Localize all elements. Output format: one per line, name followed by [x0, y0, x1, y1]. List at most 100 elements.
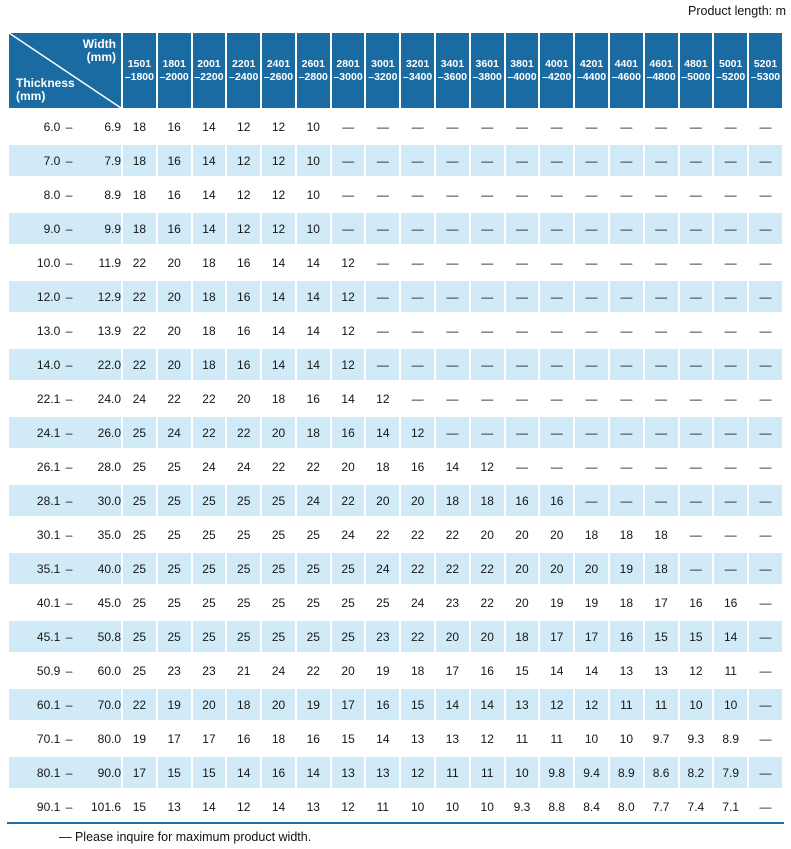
product-length-value-cell: 19: [296, 689, 330, 720]
inquire-dash-cell: —: [714, 145, 748, 176]
product-length-value-cell: 23: [157, 655, 191, 686]
width-range-column-header: 4401 –4600: [609, 33, 643, 108]
inquire-dash-cell: —: [609, 451, 643, 482]
product-length-value-cell: 24: [123, 383, 156, 414]
product-length-value-cell: 25: [123, 417, 156, 448]
product-length-value-cell: 16: [157, 145, 191, 176]
inquire-dash-cell: —: [679, 383, 713, 414]
product-length-value-cell: 16: [714, 587, 748, 618]
inquire-dash-cell: —: [714, 519, 748, 550]
product-length-value-cell: 16: [540, 485, 574, 516]
inquire-dash-cell: —: [401, 281, 435, 312]
thickness-range-row-label: 60.1–70.0: [9, 689, 121, 720]
table-head-row: Width (mm) Thickness (mm) 1501 –1800 1801–…: [9, 33, 782, 108]
product-length-value-cell: 25: [296, 587, 330, 618]
product-length-value-cell: 18: [366, 451, 400, 482]
product-length-value-cell: 7.7: [644, 791, 678, 822]
inquire-dash-cell: —: [470, 213, 504, 244]
inquire-dash-cell: —: [609, 349, 643, 380]
diagonal-divider-line: [9, 33, 121, 108]
product-length-value-cell: 14: [436, 451, 469, 482]
table-row: 60.1–70.0 22 19 20 18 20 19 17 16 15 14 14 13 12 12 11 1…: [9, 689, 782, 720]
product-length-value-cell: 25: [192, 553, 226, 584]
product-length-value-cell: 14: [262, 247, 295, 278]
inquire-dash-cell: —: [540, 349, 574, 380]
product-length-value-cell: 25: [227, 485, 261, 516]
table-row: 22.1–24.0 24 22 22 20 18 16 14 12— — — — — — — — — — —: [9, 383, 782, 414]
thickness-range-row-label: 24.1–26.0: [9, 417, 121, 448]
product-length-value-cell: 25: [366, 587, 400, 618]
inquire-dash-cell: —: [714, 179, 748, 210]
product-length-value-cell: 10: [714, 689, 748, 720]
table-row: 6.0–6.9 18 16 14 12 12 10— — — — — — — — — — — — —: [9, 111, 782, 142]
product-length-value-cell: 12: [262, 179, 295, 210]
product-length-value-cell: 20: [331, 655, 365, 686]
table-row: 8.0–8.9 18 16 14 12 12 10— — — — — — — — — — — — —: [9, 179, 782, 210]
inquire-dash-cell: —: [366, 111, 400, 142]
inquire-dash-cell: —: [436, 213, 469, 244]
inquire-dash-cell: —: [749, 757, 782, 788]
product-length-value-cell: 15: [157, 757, 191, 788]
product-length-value-cell: 14: [296, 281, 330, 312]
inquire-dash-cell: —: [470, 247, 504, 278]
product-length-value-cell: 22: [262, 451, 295, 482]
product-length-value-cell: 8.4: [575, 791, 608, 822]
product-length-value-cell: 20: [470, 621, 504, 652]
product-length-value-cell: 25: [123, 655, 156, 686]
table-row: 26.1–28.0 25 25 24 24 22 22 20 18 16 14 12— — — — — — — —: [9, 451, 782, 482]
product-length-value-cell: 20: [157, 349, 191, 380]
product-length-value-cell: 25: [331, 587, 365, 618]
inquire-dash-cell: —: [644, 281, 678, 312]
inquire-dash-cell: —: [749, 213, 782, 244]
inquire-dash-cell: —: [575, 111, 608, 142]
product-length-value-cell: 25: [331, 553, 365, 584]
product-length-value-cell: 23: [436, 587, 469, 618]
inquire-dash-cell: —: [540, 383, 574, 414]
inquire-dash-cell: —: [609, 383, 643, 414]
inquire-dash-cell: —: [505, 349, 539, 380]
inquire-dash-cell: —: [401, 111, 435, 142]
inquire-dash-cell: —: [609, 179, 643, 210]
product-length-value-cell: 8.8: [540, 791, 574, 822]
inquire-dash-cell: —: [575, 451, 608, 482]
product-length-value-cell: 25: [227, 553, 261, 584]
width-range-column-header: 3001 –3200: [366, 33, 400, 108]
product-length-value-cell: 20: [436, 621, 469, 652]
product-length-value-cell: 10: [296, 179, 330, 210]
product-length-value-cell: 23: [366, 621, 400, 652]
product-length-value-cell: 15: [505, 655, 539, 686]
thickness-range-row-label: 45.1–50.8: [9, 621, 121, 652]
product-length-value-cell: 18: [123, 179, 156, 210]
inquire-dash-cell: —: [749, 553, 782, 584]
product-length-value-cell: 12: [331, 281, 365, 312]
product-length-value-cell: 10: [470, 791, 504, 822]
inquire-dash-cell: —: [749, 519, 782, 550]
product-length-value-cell: 16: [401, 451, 435, 482]
width-range-column-header: 3401 –3600: [436, 33, 469, 108]
inquire-dash-cell: —: [749, 111, 782, 142]
product-length-value-cell: 22: [296, 451, 330, 482]
product-length-value-cell: 8.9: [609, 757, 643, 788]
inquire-dash-cell: —: [436, 145, 469, 176]
width-range-column-header: 2401 –2600: [262, 33, 295, 108]
length-by-width-thickness-table: Width (mm) Thickness (mm) 1501 –1800 1801–…: [7, 30, 784, 825]
product-length-value-cell: 17: [123, 757, 156, 788]
product-length-value-cell: 11: [644, 689, 678, 720]
width-range-column-header: 2801 –3000: [331, 33, 365, 108]
inquire-dash-cell: —: [644, 383, 678, 414]
product-length-value-cell: 12: [575, 689, 608, 720]
inquire-dash-cell: —: [401, 145, 435, 176]
product-length-value-cell: 22: [123, 281, 156, 312]
inquire-dash-cell: —: [575, 485, 608, 516]
thickness-axis-label: Thickness (mm): [16, 77, 75, 103]
thickness-range-row-label: 35.1–40.0: [9, 553, 121, 584]
corner-header-cell: Width (mm) Thickness (mm): [9, 33, 121, 108]
product-length-value-cell: 20: [192, 689, 226, 720]
product-length-value-cell: 25: [192, 519, 226, 550]
inquire-dash-cell: —: [436, 349, 469, 380]
inquire-dash-cell: —: [714, 383, 748, 414]
product-length-value-cell: 14: [540, 655, 574, 686]
product-length-value-cell: 18: [470, 485, 504, 516]
product-length-value-cell: 14: [262, 281, 295, 312]
inquire-dash-cell: —: [749, 383, 782, 414]
